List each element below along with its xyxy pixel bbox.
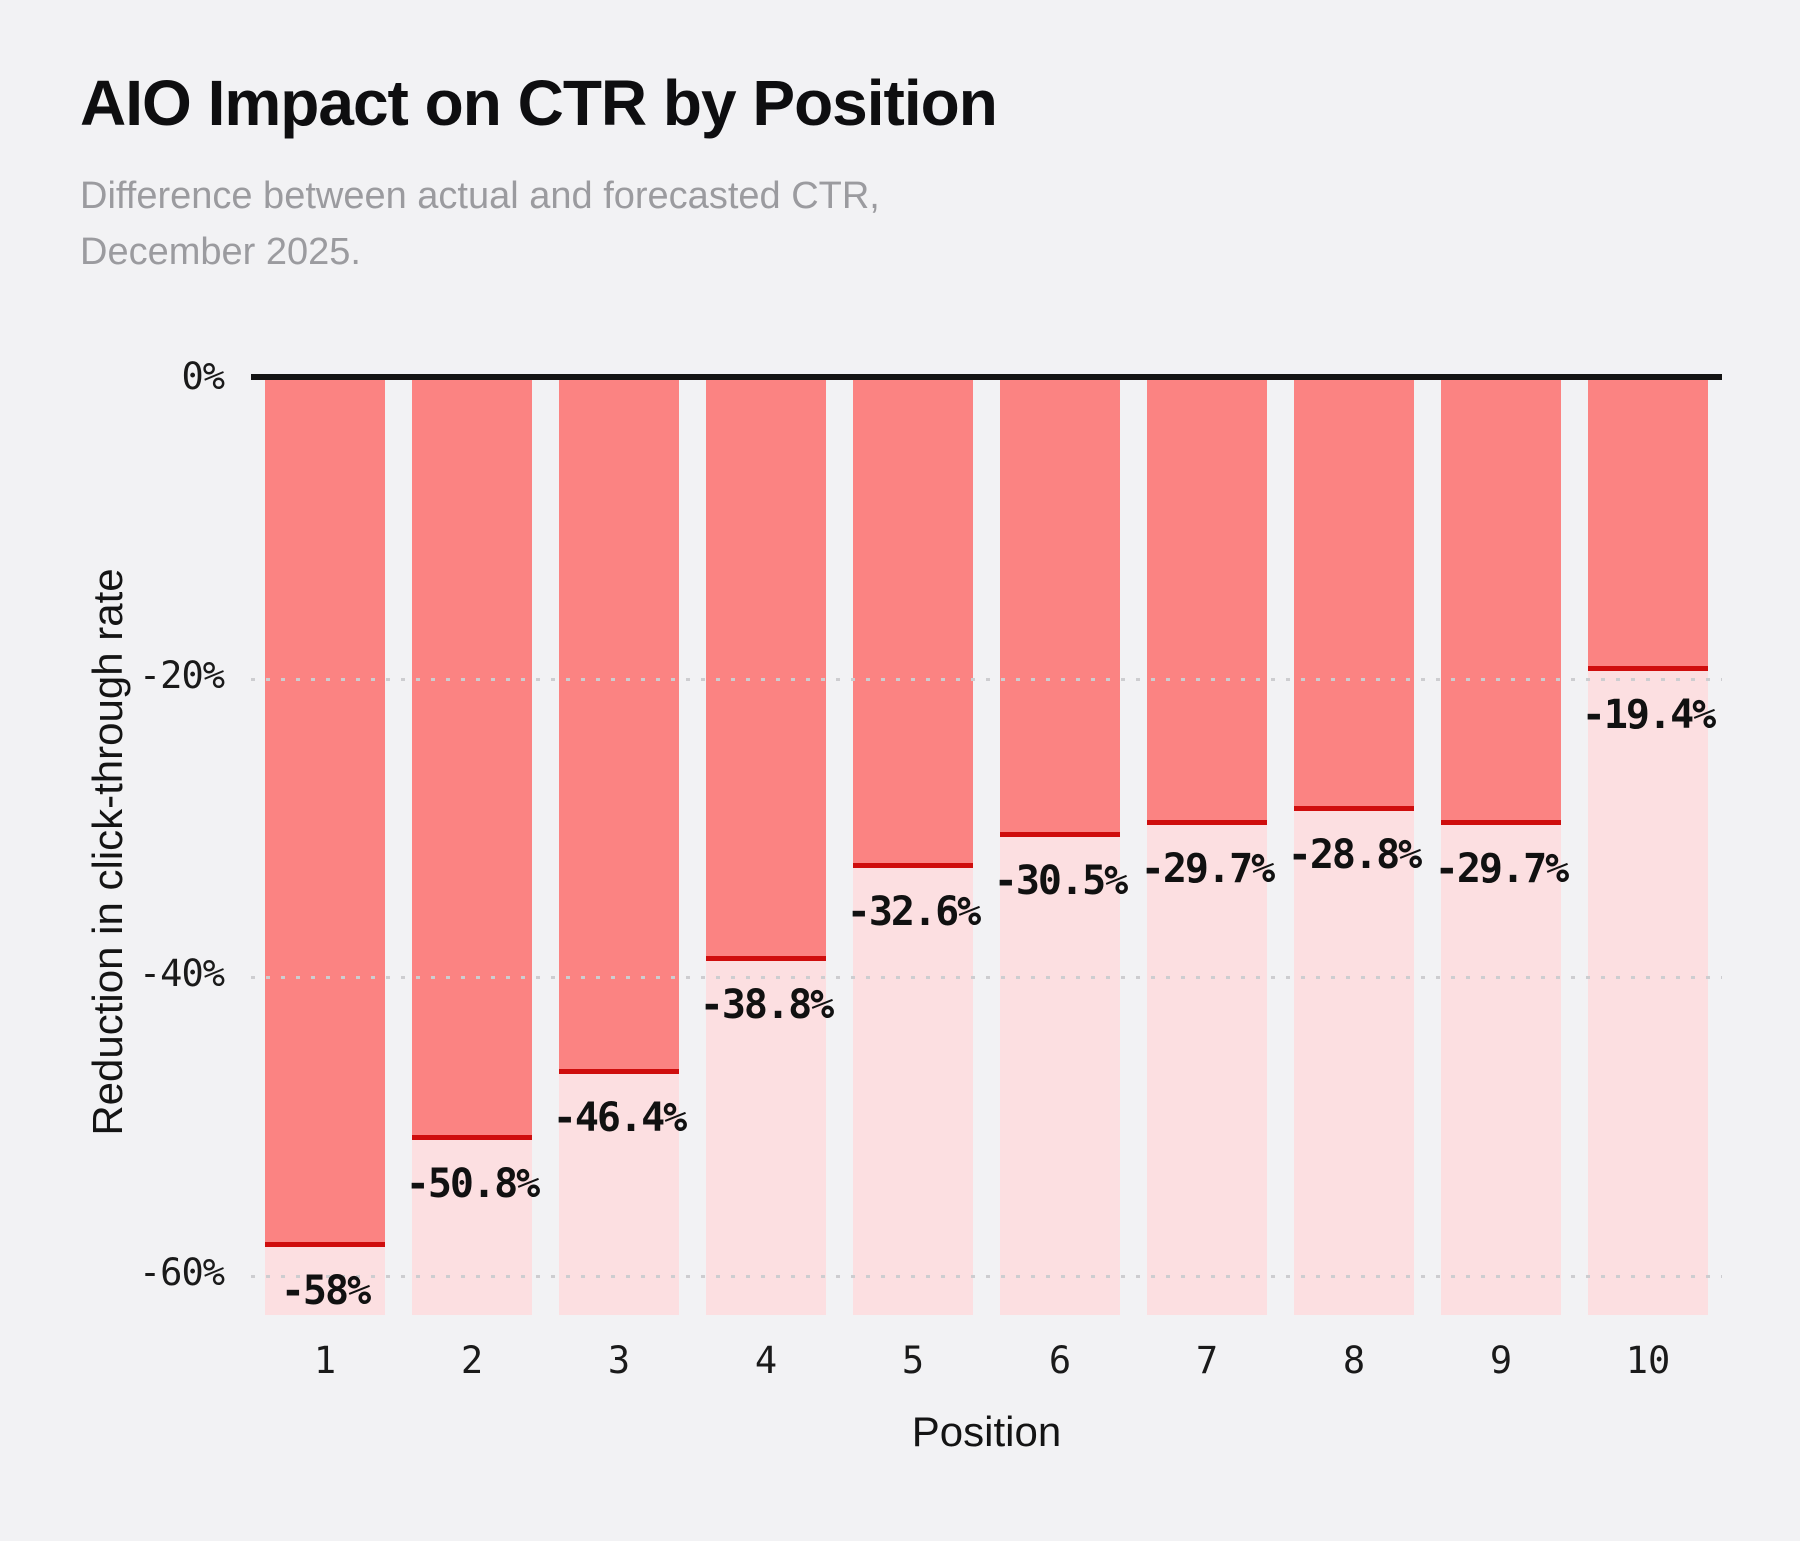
x-tick-label: 6 — [1048, 1339, 1072, 1382]
bar-ctr-drop — [559, 380, 679, 1074]
x-tick-label: 2 — [460, 1339, 484, 1382]
gridline — [251, 1275, 1722, 1279]
y-tick-label: -40% — [138, 952, 225, 996]
x-tick-label: 7 — [1195, 1339, 1219, 1382]
bar-ctr-drop — [706, 380, 826, 960]
bar-ctr-drop — [1147, 380, 1267, 824]
bar-ctr-drop — [1441, 380, 1561, 824]
value-label: -30.5% — [993, 857, 1129, 904]
gridline — [251, 677, 1722, 681]
value-marker-line — [706, 955, 826, 961]
value-marker-line — [559, 1069, 679, 1075]
x-tick-label: 3 — [607, 1339, 631, 1382]
value-label: -50.8% — [405, 1160, 541, 1207]
value-marker-line — [1441, 819, 1561, 825]
bar-ctr-drop — [853, 380, 973, 867]
bar-ctr-drop — [1588, 380, 1708, 670]
chart-subtitle: Difference between actual and forecasted… — [80, 175, 880, 273]
x-tick-label: 9 — [1489, 1339, 1513, 1382]
value-label: -29.7% — [1140, 845, 1276, 892]
x-tick-label: 8 — [1342, 1339, 1366, 1382]
x-tick-label: 5 — [901, 1339, 925, 1382]
bar-ctr-drop — [412, 380, 532, 1139]
value-marker-line — [412, 1134, 532, 1140]
y-tick-label: -20% — [138, 653, 225, 697]
value-marker-line — [1147, 819, 1267, 825]
value-marker-line — [1588, 665, 1708, 671]
y-tick-label: -60% — [138, 1251, 225, 1295]
bar-ctr-drop — [265, 380, 385, 1247]
value-label: -32.6% — [846, 888, 982, 935]
value-marker-line — [853, 862, 973, 868]
x-tick-label: 4 — [754, 1339, 778, 1382]
plot-area: -58% -50.8% -46.4% -38.8% -32.6% -30.5% -29.7%… — [251, 380, 1722, 1315]
x-tick-label: 10 — [1625, 1339, 1671, 1382]
chart-title: AIO Impact on CTR by Position — [80, 67, 998, 139]
value-marker-line — [1294, 806, 1414, 812]
value-marker-line — [265, 1242, 385, 1248]
value-label: -28.8% — [1287, 832, 1423, 879]
bar-ctr-drop — [1294, 380, 1414, 811]
zero-baseline — [251, 374, 1722, 380]
value-label: -29.7% — [1434, 845, 1570, 892]
value-label: -58% — [280, 1268, 371, 1315]
value-label: -38.8% — [699, 981, 835, 1028]
bar-ctr-drop — [1000, 380, 1120, 836]
y-tick-label: 0% — [181, 355, 225, 398]
value-label: -19.4% — [1581, 691, 1717, 738]
x-axis-title: Position — [911, 1408, 1062, 1455]
value-label: -46.4% — [552, 1095, 688, 1142]
gridline — [251, 976, 1722, 980]
value-marker-line — [1000, 831, 1120, 837]
x-tick-label: 1 — [313, 1339, 337, 1382]
y-axis-title: Reduction in click-through rate — [84, 568, 131, 1136]
